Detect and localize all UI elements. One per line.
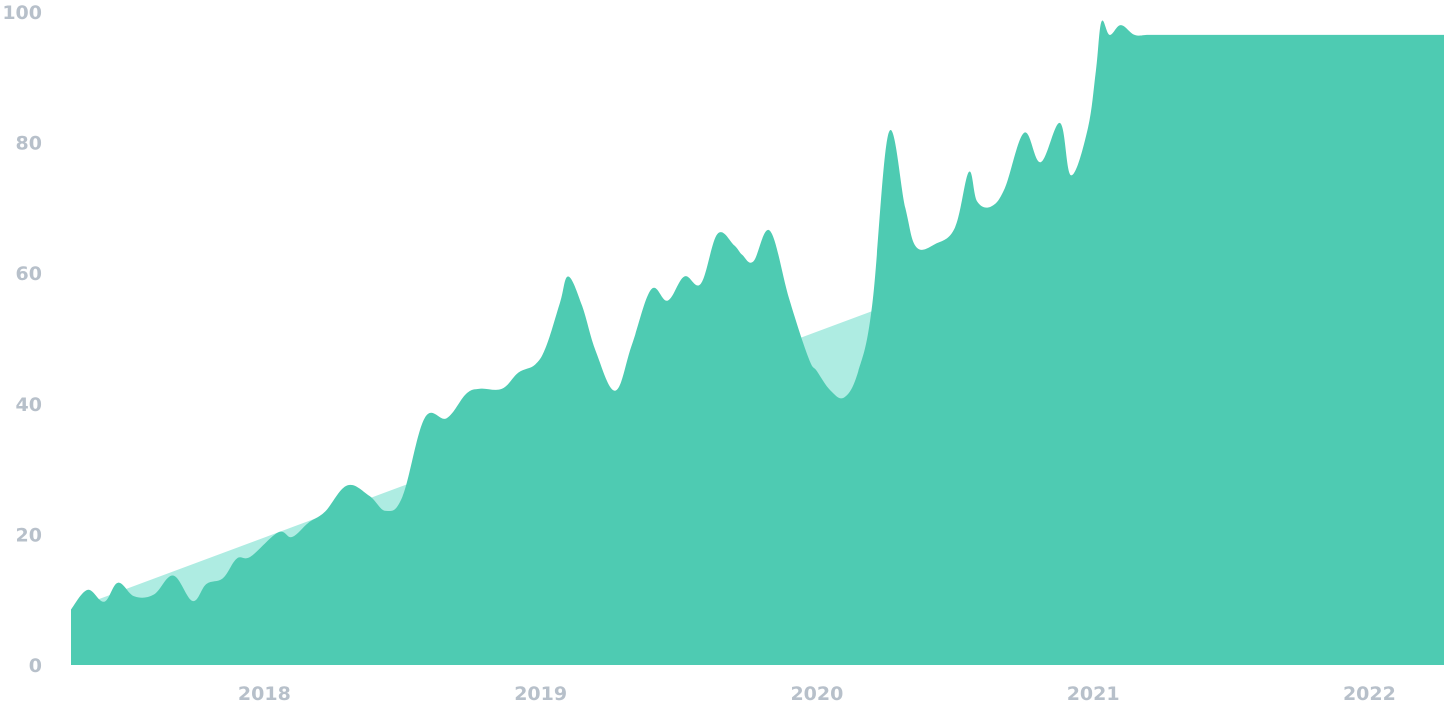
y-tick-label: 40 <box>16 394 42 416</box>
actual-area <box>71 20 1444 666</box>
y-tick-label: 60 <box>16 263 42 285</box>
y-tick-label: 80 <box>16 133 42 155</box>
y-axis-ticks: 0 20 40 60 80 100 <box>2 2 42 677</box>
x-tick-label: 2019 <box>514 683 567 705</box>
y-tick-label: 100 <box>2 2 42 24</box>
x-tick-label: 2021 <box>1067 683 1120 705</box>
x-tick-label: 2020 <box>790 683 843 705</box>
x-tick-label: 2018 <box>238 683 291 705</box>
x-axis-ticks: 2018 2019 2020 2021 2022 <box>238 683 1396 705</box>
y-tick-label: 20 <box>16 524 42 546</box>
x-tick-label: 2022 <box>1343 683 1396 705</box>
area-layer <box>71 20 1444 666</box>
y-tick-label: 0 <box>29 655 42 677</box>
